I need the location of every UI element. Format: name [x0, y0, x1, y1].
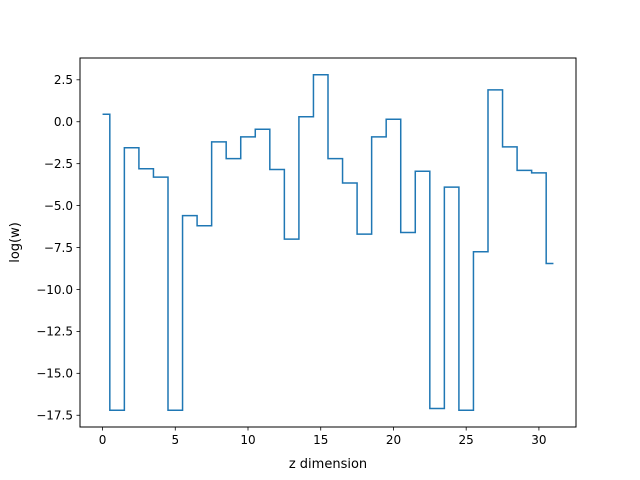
- x-tick-label: 0: [99, 433, 107, 447]
- y-tick-label: −12.5: [36, 325, 73, 339]
- y-tick-label: −17.5: [36, 409, 73, 423]
- y-tick-label: −7.5: [44, 241, 73, 255]
- y-axis-label: log(w): [8, 222, 23, 263]
- y-tick-label: 2.5: [54, 73, 73, 87]
- x-tick-label: 25: [459, 433, 474, 447]
- y-axis-ticks: 2.5 0.0 −2.5 −5.0 −7.5 −10.0 −12.5 −15.0 −17.5: [36, 73, 80, 423]
- y-tick-label: −2.5: [44, 157, 73, 171]
- y-tick-label: −5.0: [44, 199, 73, 213]
- x-axis-ticks: 0 5 10 15 20 25 30: [99, 427, 547, 447]
- x-tick-label: 20: [386, 433, 401, 447]
- y-tick-label: −15.0: [36, 367, 73, 381]
- plot-area: [102, 74, 554, 411]
- y-tick-label: 0.0: [54, 115, 73, 129]
- y-tick-label: −10.0: [36, 283, 73, 297]
- series-line-0: [102, 74, 554, 411]
- axes-frame: [79, 57, 577, 428]
- x-tick-label: 10: [240, 433, 255, 447]
- x-tick-label: 5: [171, 433, 179, 447]
- x-axis-label: z dimension: [289, 457, 367, 472]
- x-tick-label: 15: [313, 433, 328, 447]
- x-tick-label: 30: [531, 433, 546, 447]
